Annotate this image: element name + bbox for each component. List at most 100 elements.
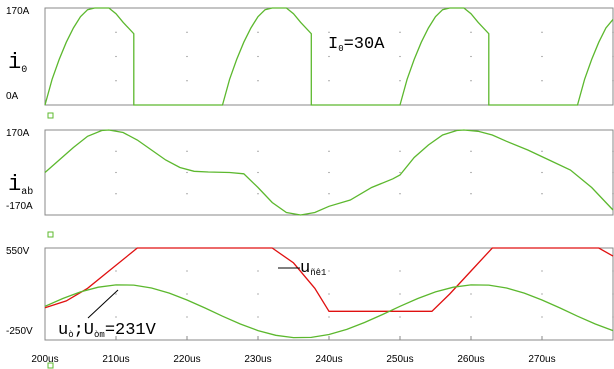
annotation-part: =231V [105,321,157,340]
grid-dot [612,193,614,195]
y-tick-label: 0A [6,91,19,102]
grid-dot [399,31,401,33]
pointer [87,289,119,319]
y-tick-label: 550V [6,246,30,257]
grid-dot [328,316,330,318]
grid-dot [115,316,117,318]
y-tick-label: 170A [6,128,30,139]
marker [47,231,54,238]
grid-dot [257,270,259,272]
grid-dot [541,55,543,58]
grid-dot [612,270,614,272]
y-label-part: i [8,172,21,197]
grid-dot [470,55,472,58]
grid-dot [186,80,188,82]
grid-dot [115,270,117,272]
grid-dot [257,171,259,174]
annotation-part: ;U [74,321,94,340]
grid-dot [541,171,543,174]
x-tick-label: 270us [528,354,555,365]
grid-dot [186,316,188,318]
grid-dot [399,316,401,318]
trace [44,247,614,312]
trace [44,284,614,339]
grid-dot [541,193,543,195]
grid-dot [612,171,614,174]
grid-dot [257,193,259,195]
grid-dot [257,80,259,82]
grid-dot [115,193,117,195]
grid-dot [186,171,188,174]
x-tick-label: 220us [173,354,200,365]
annotation-part: òm [94,330,105,340]
grid-dot [257,31,259,33]
grid-dot [541,293,543,295]
x-tick-label: 200us [31,354,58,365]
grid-dot [186,193,188,195]
grid-dot [399,270,401,272]
grid-dot [257,293,259,295]
trace [44,7,614,106]
grid-dot [186,270,188,272]
x-tick-label: 260us [457,354,484,365]
marker [47,112,54,119]
grid-dot [186,293,188,295]
grid-dot [541,150,543,152]
annotation-part: u [300,259,310,278]
grid-dot [399,293,401,295]
grid-dot [399,193,401,195]
y-tick-label: -250V [6,326,33,337]
x-tick-label: 240us [315,354,342,365]
grid-dot [612,293,614,295]
grid-dot [257,55,259,58]
annotation-part: =30A [344,35,386,54]
grid-dot [115,150,117,152]
y-label-part: i [8,50,21,75]
y-tick-label: -170A [6,201,33,212]
annotation-part: ò [68,330,73,340]
grid-dot [328,193,330,195]
annotation: I0=30A [328,35,385,54]
annotation-part: I [328,35,338,54]
grid-dot [541,270,543,272]
grid-dot [612,55,614,58]
grid-dot [186,150,188,152]
grid-dot [328,80,330,82]
y-label-part: ab [21,186,33,198]
grid-dot [470,293,472,295]
grid-dot [470,316,472,318]
grid-dot [328,31,330,33]
grid-dot [257,316,259,318]
grid-dot [328,55,330,58]
grid-dot [115,55,117,58]
grid-dot [115,31,117,33]
grid-dot [115,293,117,295]
grid-dot [541,80,543,82]
grid-dot [257,150,259,152]
grid-dot [328,270,330,272]
grid-dot [399,55,401,58]
x-tick-label: 230us [244,354,271,365]
grid-dot [470,31,472,33]
grid-dot [115,171,117,174]
grid-dot [470,150,472,152]
trace [44,129,614,216]
annotation-part: ñê1 [310,268,326,278]
marker [47,362,54,369]
x-tick-label: 210us [102,354,129,365]
y-tick-label: 170A [6,6,30,17]
annotation-part: u [58,321,68,340]
annotation-part: 0 [338,44,343,54]
grid-dot [115,80,117,82]
annotation: uñê1 [300,259,326,278]
y-label-part: 0 [21,65,27,76]
grid-dot [612,80,614,82]
grid-dot [541,31,543,33]
grid-dot [470,193,472,195]
y-label: i0 [8,50,27,76]
grid-dot [612,31,614,33]
grid-dot [328,293,330,295]
grid-dot [399,171,401,174]
grid-dot [186,31,188,33]
